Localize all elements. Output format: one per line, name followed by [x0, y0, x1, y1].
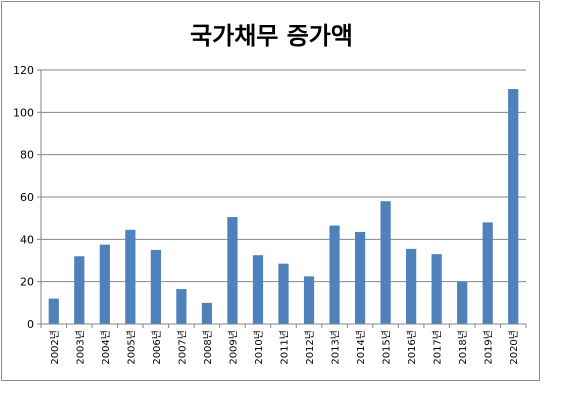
x-tick-label: 2010년	[253, 330, 265, 365]
bar-2010년	[252, 255, 264, 324]
x-tick-label: 2003년	[74, 330, 86, 365]
x-axis: 2002년 2003년 2004년 2005년 2006년 2007년 2008년 2009년…	[40, 323, 527, 365]
bar-2004년	[99, 244, 110, 324]
y-tick-label: 120	[13, 64, 34, 77]
chart-title: 국가채무 증가액	[190, 22, 353, 50]
x-tick-label: 2015년	[381, 330, 393, 365]
bar-2002년	[48, 298, 59, 324]
bar-chart: 0 20 40 60 80 100 120 2002년 2003년 2004년 2005년 2006…	[13, 64, 527, 365]
gridlines	[41, 69, 526, 283]
bar-2006년	[150, 249, 161, 324]
bar-2014년	[354, 231, 366, 324]
y-tick-label: 40	[20, 233, 34, 246]
x-tick-label: 2014년	[355, 330, 367, 365]
y-tick-label: 100	[13, 106, 34, 119]
y-tick-label: 80	[20, 149, 34, 162]
x-tick-label: 2006년	[151, 330, 163, 365]
bar-2007년	[176, 289, 187, 324]
bar-2011년	[278, 263, 289, 324]
x-tick-label: 2016년	[406, 330, 418, 365]
chart-frame: 국가채무 증가액 0 20 40 60 80 100 120 2002년 2003년 2004년…	[1, 1, 540, 381]
x-tick-label: 2002년	[49, 330, 61, 365]
bar-2003년	[74, 256, 85, 324]
bar-2016년	[406, 248, 417, 324]
bar-2009년	[227, 217, 238, 324]
bar-2017년	[431, 254, 442, 324]
y-axis: 0 20 40 60 80 100 120	[13, 64, 42, 331]
bar-2013년	[329, 225, 340, 324]
bar-2018년	[457, 281, 468, 324]
x-tick-label: 2020년	[508, 330, 520, 365]
x-tick-label: 2009년	[227, 330, 239, 365]
y-tick-label: 0	[27, 318, 34, 331]
x-tick-label: 2018년	[457, 330, 469, 365]
bar-2015년	[380, 201, 391, 324]
x-tick-label: 2012년	[304, 330, 316, 365]
x-tick-label: 2005년	[125, 330, 137, 365]
x-tick-label: 2008년	[202, 330, 214, 365]
x-tick-label: 2017년	[432, 330, 444, 365]
bar-2019년	[482, 222, 493, 324]
x-tick-label: 2019년	[483, 330, 495, 365]
x-tick-label: 2007년	[176, 330, 188, 365]
x-tick-label: 2011년	[279, 330, 291, 365]
bar-2020년	[508, 89, 519, 324]
bar-2005년	[125, 229, 136, 324]
bar-2012년	[303, 276, 315, 324]
y-tick-label: 60	[20, 191, 34, 204]
y-tick-label: 20	[20, 276, 34, 289]
x-tick-label: 2004년	[100, 330, 112, 365]
bar-2008년	[201, 302, 213, 324]
bars	[48, 89, 519, 324]
x-tick-label: 2013년	[330, 330, 342, 365]
